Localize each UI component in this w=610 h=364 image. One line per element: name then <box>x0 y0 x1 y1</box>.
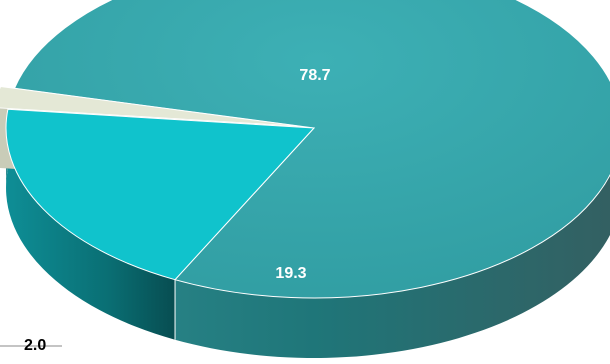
slice-side-78-7 <box>5 88 610 358</box>
leader-line-2-0 <box>0 345 62 347</box>
pie-tops <box>0 0 610 299</box>
slice-side-19-3 <box>6 109 176 340</box>
data-label-2-0: 2.0 <box>24 337 46 354</box>
slice-19-3 <box>5 108 316 281</box>
slice-2-0 <box>0 86 301 127</box>
data-label-19-3: 19.3 <box>275 265 306 282</box>
data-label-78-7: 78.7 <box>299 67 330 84</box>
slice-78-7 <box>13 0 610 299</box>
